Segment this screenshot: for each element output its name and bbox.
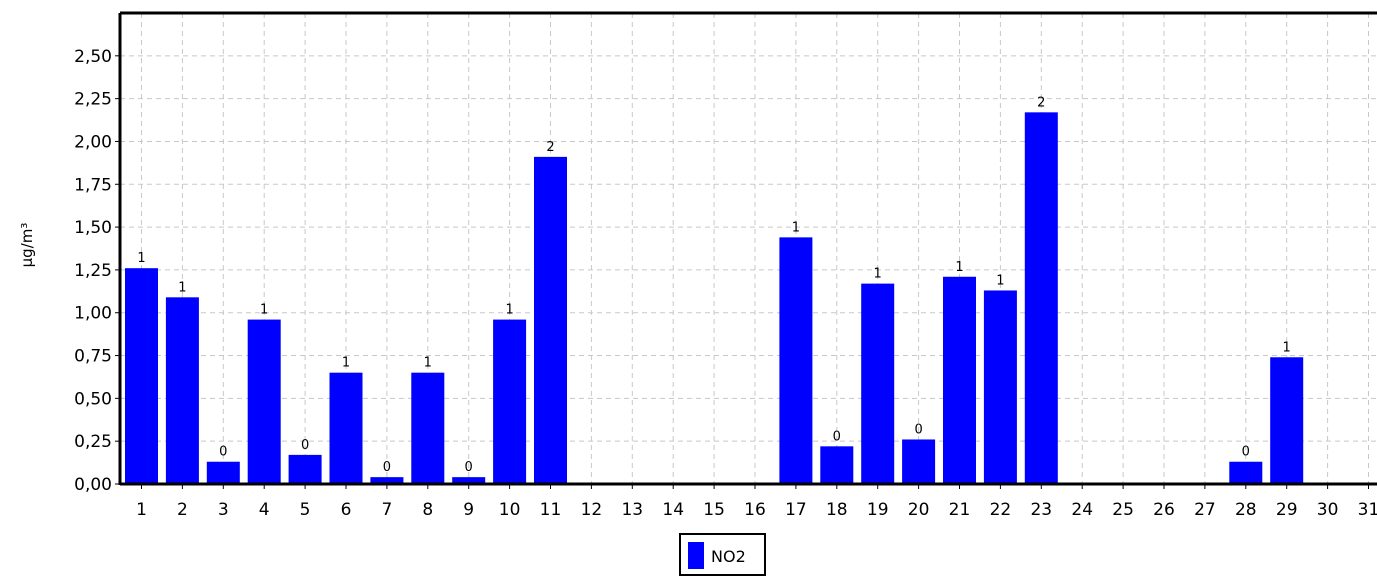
bar-value-label: 1 (874, 267, 882, 282)
bar (247, 319, 281, 484)
bar (125, 268, 158, 484)
bar-value-label: 1 (342, 356, 350, 371)
y-tick-label: 2,00 (74, 132, 112, 152)
x-tick-label: 4 (259, 500, 270, 520)
bar (902, 439, 936, 484)
y-tick-label: 1,75 (74, 175, 112, 195)
x-tick-label: 27 (1194, 500, 1216, 520)
bar-value-label: 1 (424, 356, 432, 371)
y-tick-label: 0,00 (74, 475, 112, 495)
bar (288, 454, 322, 484)
x-tick-label: 18 (826, 500, 848, 520)
bar-value-label: 1 (137, 251, 145, 266)
x-tick-label: 20 (908, 500, 930, 520)
x-tick-label: 9 (463, 500, 474, 520)
bar-value-label: 1 (1283, 340, 1291, 355)
bar (165, 297, 199, 484)
x-tick-label: 10 (499, 500, 521, 520)
x-tick-label: 8 (422, 500, 433, 520)
x-tick-label: 6 (341, 500, 352, 520)
x-tick-label: 7 (381, 500, 392, 520)
bar (206, 461, 240, 484)
y-tick-label: 1,00 (74, 304, 112, 324)
grid (120, 13, 1377, 484)
bar-value-label: 0 (219, 445, 227, 460)
x-tick-label: 28 (1235, 500, 1257, 520)
bar (820, 446, 854, 484)
x-tick-label: 22 (990, 500, 1012, 520)
y-tick-label: 1,25 (74, 261, 112, 281)
bar-value-label: 2 (1037, 95, 1045, 110)
bars (125, 112, 1304, 485)
legend: NO2 (679, 533, 766, 576)
y-tick-label: 0,25 (74, 432, 112, 452)
bar-value-label: 0 (833, 429, 841, 444)
x-tick-label: 15 (703, 500, 725, 520)
axes (118, 11, 1377, 486)
bar (943, 276, 976, 484)
bar (1229, 461, 1263, 484)
bar (983, 290, 1017, 484)
x-axis-ticks: 1 2 3 4 5 6 7 8 9 10 11 12 13 14 15 16 17 18 19 20 21 22 23 24 2… (136, 484, 1377, 520)
legend-swatch-no2 (688, 542, 704, 569)
y-tick-label: 2,50 (74, 47, 112, 67)
x-tick-label: 1 (136, 500, 147, 520)
x-tick-label: 13 (621, 500, 643, 520)
bar (452, 477, 486, 484)
bar-value-label: 1 (178, 280, 186, 295)
bar-value-label: 1 (996, 273, 1004, 288)
x-tick-label: 3 (218, 500, 229, 520)
x-tick-label: 21 (949, 500, 971, 520)
y-axis-label: µg/m³ (18, 223, 36, 268)
bar (1024, 112, 1058, 484)
x-tick-label: 16 (744, 500, 766, 520)
bar (493, 319, 527, 484)
bar (779, 237, 813, 484)
x-tick-label: 5 (300, 500, 311, 520)
x-tick-label: 24 (1071, 500, 1093, 520)
x-tick-label: 26 (1153, 500, 1175, 520)
bar (411, 372, 445, 484)
x-tick-label: 29 (1276, 500, 1298, 520)
bar-value-label: 0 (301, 438, 309, 453)
x-tick-label: 2 (177, 500, 188, 520)
x-tick-label: 12 (581, 500, 603, 520)
x-tick-label: 30 (1317, 500, 1339, 520)
bar-value-label: 1 (260, 303, 268, 318)
x-tick-label: 14 (662, 500, 684, 520)
bar-value-label: 0 (465, 460, 473, 475)
bar-value-label: 1 (505, 303, 513, 318)
bar-value-label: 1 (792, 220, 800, 235)
x-tick-label: 25 (1112, 500, 1134, 520)
bar-value-label: 0 (1242, 445, 1250, 460)
bar (534, 156, 567, 485)
y-tick-label: 1,50 (74, 218, 112, 238)
bar-value-label: 0 (914, 422, 922, 437)
y-tick-label: 0,50 (74, 389, 112, 409)
x-tick-label: 17 (785, 500, 807, 520)
y-axis-ticks: 0,00 0,25 0,50 0,75 1,00 1,25 1,50 1,75 2,00 2,25… (74, 47, 120, 495)
legend-label-no2: NO2 (711, 547, 746, 566)
bar-value-labels: 1 1 0 1 0 1 0 1 0 1 2 1 0 1 0 1 1 2 0 1 (137, 95, 1290, 475)
bar-value-label: 2 (546, 140, 554, 155)
y-tick-label: 2,25 (74, 90, 112, 110)
x-tick-label: 23 (1030, 500, 1052, 520)
x-tick-label: 11 (540, 500, 562, 520)
bar-value-label: 1 (955, 260, 963, 275)
bar (1270, 357, 1304, 484)
x-tick-label: 31 (1358, 500, 1377, 520)
y-tick-label: 0,75 (74, 347, 112, 367)
bar-value-label: 0 (383, 460, 391, 475)
x-tick-label: 19 (867, 500, 889, 520)
bar (370, 477, 404, 484)
bar (861, 283, 895, 484)
bar (329, 372, 363, 484)
